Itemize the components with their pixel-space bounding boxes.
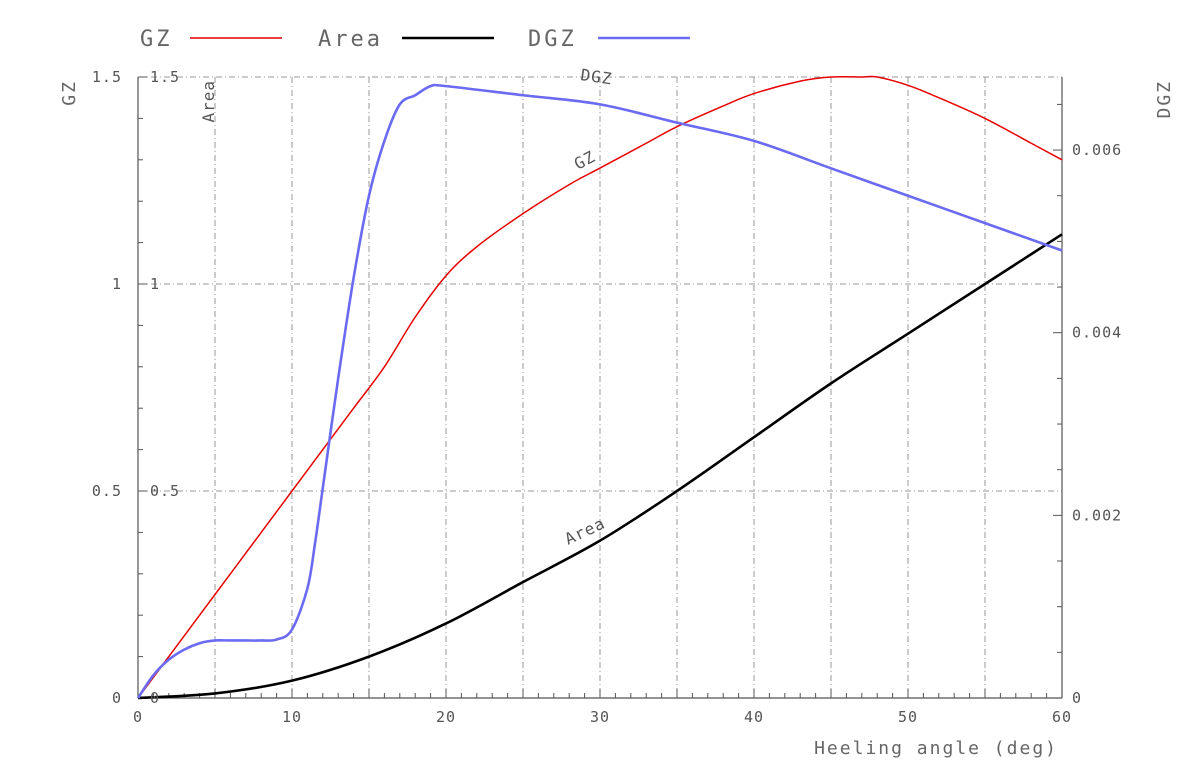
axes-layer <box>137 76 1063 699</box>
legend-label-dgz: DGZ <box>528 27 577 52</box>
y-left-tick-label: 1 <box>112 275 122 293</box>
series-line-gz <box>137 75 1063 699</box>
y-right-tick-label: 0.002 <box>1072 506 1122 524</box>
y-right-tick-label: 0 <box>1072 689 1082 707</box>
series-layer <box>136 75 1063 700</box>
x-tick-label: 40 <box>744 708 764 726</box>
x-tick-label: 20 <box>436 708 456 726</box>
curve-label-dgz: DGZ <box>579 65 613 88</box>
y-left-axis-title: GZ <box>59 80 80 106</box>
x-tick-label: 0 <box>133 708 143 726</box>
y-right-axis-title: DGZ <box>1154 80 1175 119</box>
y-left-tick-label: 0.5 <box>92 482 122 500</box>
x-tick-label: 30 <box>590 708 610 726</box>
legend-label-gz: GZ <box>140 27 173 52</box>
x-tick-label: 10 <box>282 708 302 726</box>
x-axis-title: Heeling angle (deg) <box>814 738 1058 759</box>
y-left-tick-label: 1.5 <box>92 68 122 86</box>
y-area-tick-label: 0 <box>150 689 160 707</box>
x-tick-label: 50 <box>898 708 918 726</box>
y-right-tick-label: 0.004 <box>1072 324 1122 342</box>
series-line-area <box>137 233 1063 700</box>
series-line-dgz <box>136 83 1063 699</box>
y-area-tick-label: 1 <box>150 275 160 293</box>
y-area-axis-title: Area <box>199 80 218 123</box>
y-area-tick-label: 0.5 <box>150 482 180 500</box>
x-tick-label: 60 <box>1052 708 1072 726</box>
y-left-tick-label: 0 <box>112 689 122 707</box>
y-right-tick-label: 0.006 <box>1072 141 1122 159</box>
y-area-tick-label: 1.5 <box>150 68 180 86</box>
legend: GZ Area DGZ <box>140 27 690 52</box>
legend-label-area: Area <box>318 27 383 52</box>
